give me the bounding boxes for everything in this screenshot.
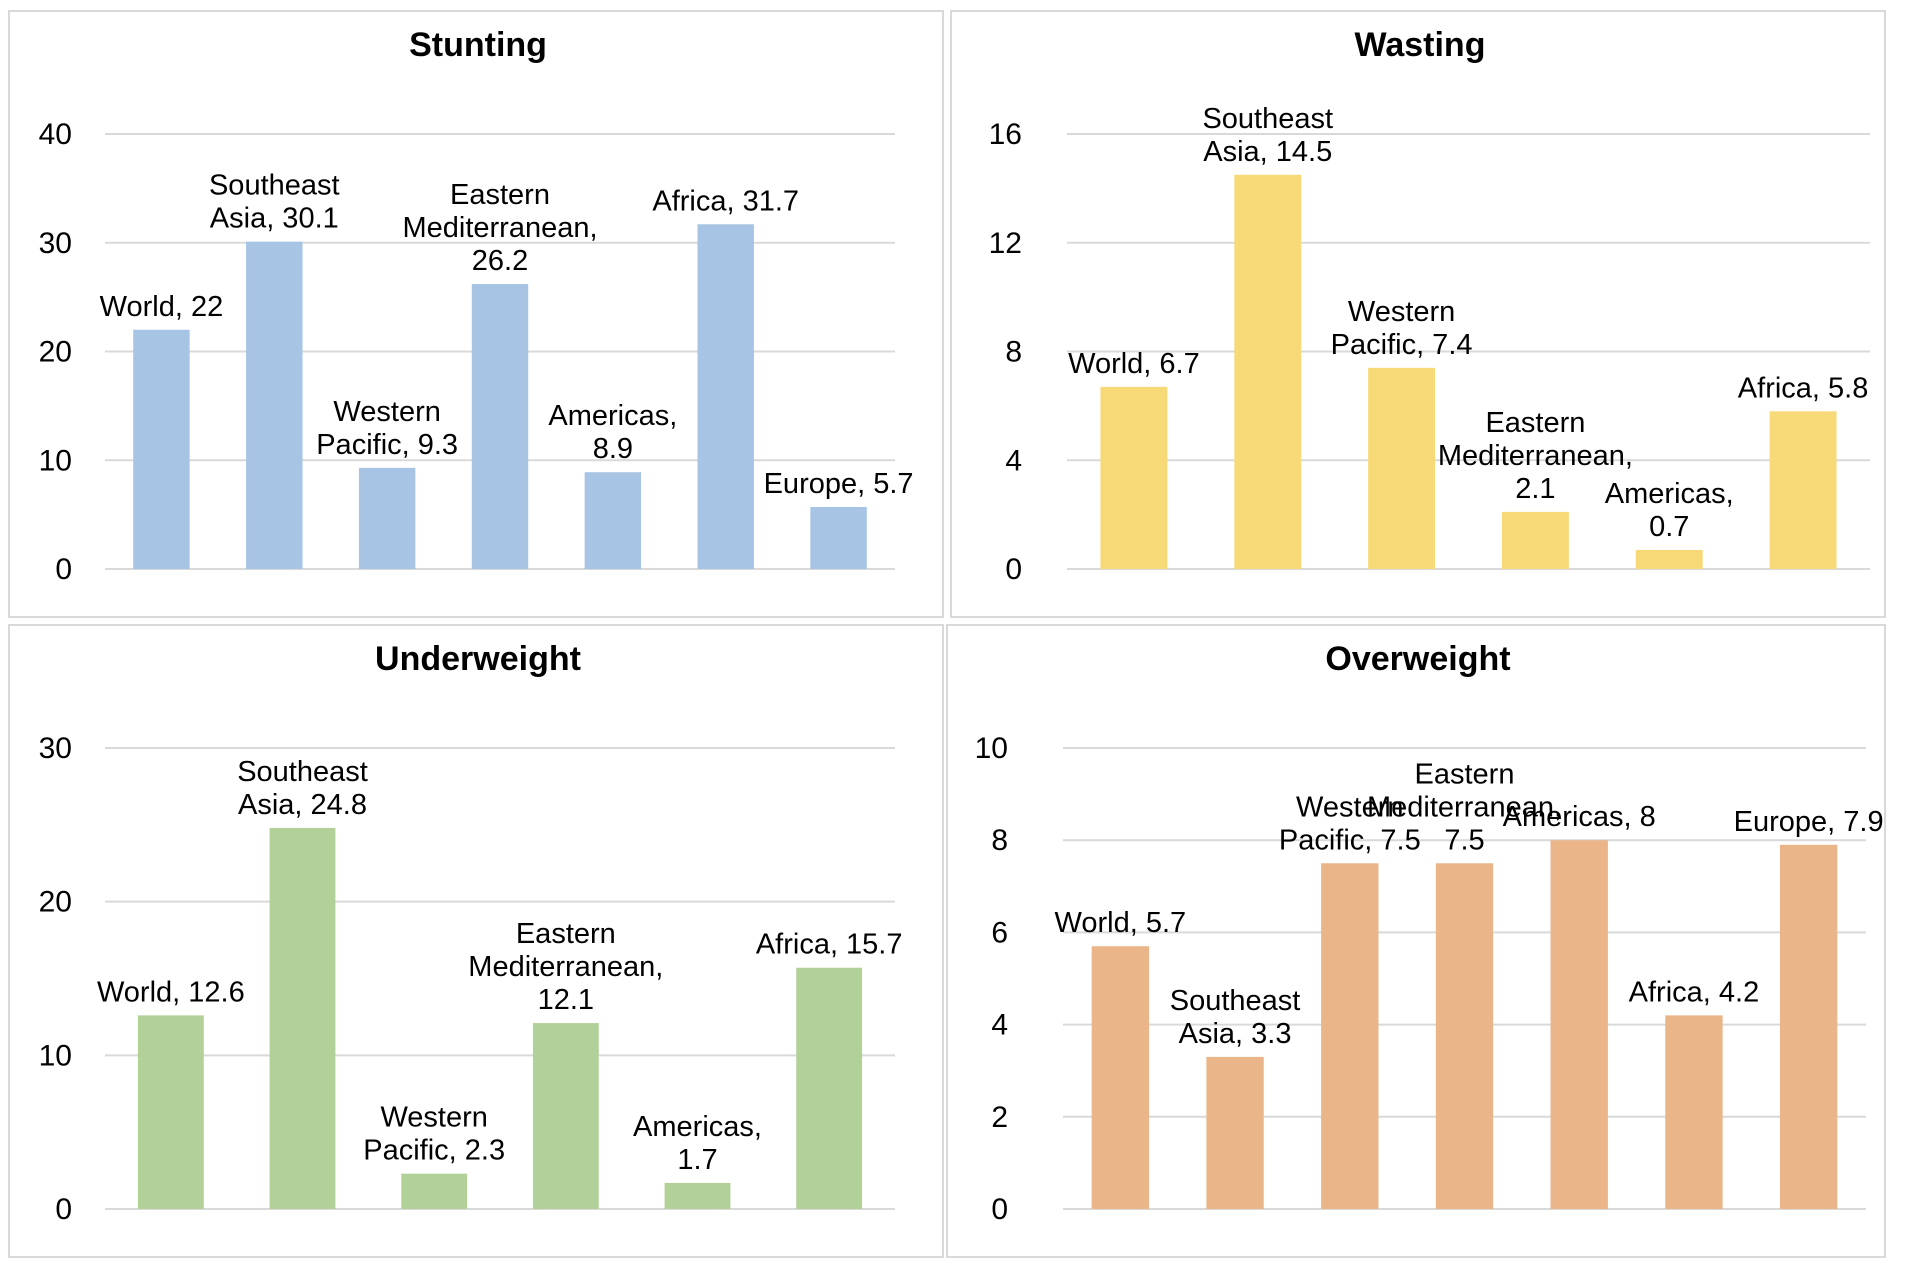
chart-title: Stunting bbox=[409, 26, 547, 64]
y-tick-label: 10 bbox=[975, 732, 1008, 765]
bar-africa bbox=[1769, 411, 1837, 569]
data-label: Americas, 8.9 bbox=[548, 400, 677, 465]
bar-western-pacific bbox=[1368, 367, 1436, 569]
y-tick-label: 8 bbox=[1005, 336, 1022, 369]
chart-panel-underweight: Underweight 0 10 20 30 World, 12.6 Southeast As… bbox=[8, 624, 944, 1258]
data-label: Western Pacific, 7.4 bbox=[1331, 296, 1473, 361]
y-tick-label: 40 bbox=[39, 118, 72, 151]
bar-americas bbox=[664, 1182, 731, 1209]
bar-southeast-asia bbox=[1234, 174, 1302, 569]
data-label: Europe, 5.7 bbox=[764, 468, 914, 500]
bar-world bbox=[133, 329, 190, 569]
data-label: Europe, 7.9 bbox=[1734, 806, 1884, 838]
bar-world bbox=[137, 1015, 204, 1209]
data-label: Southeast Asia, 3.3 bbox=[1170, 985, 1301, 1050]
bar-europe bbox=[810, 507, 867, 569]
y-tick-label: 4 bbox=[991, 1009, 1008, 1042]
bar-africa bbox=[796, 967, 863, 1209]
y-tick-label: 6 bbox=[991, 916, 1008, 949]
data-label: Africa, 5.8 bbox=[1738, 372, 1869, 404]
chart-underweight: Underweight 0 10 20 30 World, 12.6 Southeast As… bbox=[39, 640, 903, 1226]
bar-western-pacific bbox=[401, 1173, 468, 1209]
bar-eastern-mediterranean bbox=[1501, 511, 1569, 569]
y-tick-label: 2 bbox=[991, 1101, 1008, 1134]
data-label: Americas, 8 bbox=[1503, 801, 1656, 833]
y-tick-label: 0 bbox=[55, 553, 72, 586]
y-tick-label: 10 bbox=[39, 444, 72, 477]
data-label: World, 6.7 bbox=[1068, 348, 1200, 380]
data-label: World, 5.7 bbox=[1055, 907, 1187, 939]
bar-southeast-asia bbox=[1206, 1056, 1264, 1209]
bar-americas bbox=[1635, 549, 1703, 569]
data-label: Africa, 15.7 bbox=[756, 929, 903, 961]
bar-americas bbox=[584, 472, 642, 569]
data-label: Africa, 4.2 bbox=[1629, 976, 1760, 1008]
y-tick-label: 30 bbox=[39, 732, 72, 765]
y-tick-label: 0 bbox=[991, 1193, 1008, 1226]
bar-western-pacific bbox=[358, 467, 416, 569]
y-tick-label: 4 bbox=[1005, 444, 1022, 477]
y-tick-label: 0 bbox=[1005, 553, 1022, 586]
y-tick-label: 16 bbox=[989, 118, 1022, 151]
bar-southeast-asia bbox=[246, 241, 303, 569]
bar-world bbox=[1100, 386, 1168, 569]
chart-title: Underweight bbox=[375, 640, 581, 678]
bar-eastern-mediterranean bbox=[1435, 863, 1494, 1209]
chart-title: Overweight bbox=[1325, 640, 1510, 678]
data-label: Eastern Mediterranean, 26.2 bbox=[402, 179, 597, 277]
data-label: World, 12.6 bbox=[97, 976, 245, 1008]
data-label: Americas, 0.7 bbox=[1605, 478, 1734, 543]
data-label: Eastern Mediterranean, 2.1 bbox=[1438, 407, 1633, 505]
data-label: Southeast Asia, 14.5 bbox=[1202, 103, 1333, 168]
chart-overweight: Overweight 0 2 4 6 8 10 World, 5.7 Southeast Asia… bbox=[975, 640, 1884, 1226]
chart-title: Wasting bbox=[1355, 26, 1486, 64]
data-label: Southeast Asia, 24.8 bbox=[237, 756, 368, 821]
bar-europe bbox=[1779, 844, 1838, 1209]
chart-panel-overweight: Overweight 0 2 4 6 8 10 World, 5.7 Southeast Asia… bbox=[946, 624, 1886, 1258]
bar-western-pacific bbox=[1321, 863, 1379, 1209]
bar-americas bbox=[1550, 840, 1608, 1209]
bar-eastern-mediterranean bbox=[471, 284, 529, 569]
chart-panel-stunting: Stunting 0 10 20 30 40 World, 22 Southeast Asia,… bbox=[8, 10, 944, 618]
bar-world bbox=[1091, 946, 1150, 1209]
bar-eastern-mediterranean bbox=[532, 1023, 599, 1209]
y-tick-label: 0 bbox=[55, 1193, 72, 1226]
chart-panel-wasting: Wasting 0 4 8 12 16 World, 6.7 Southeast Asia, 1… bbox=[950, 10, 1886, 618]
data-label: Eastern Mediterranean, 12.1 bbox=[468, 918, 663, 1016]
data-label: Southeast Asia, 30.1 bbox=[209, 170, 340, 235]
bar-southeast-asia bbox=[269, 827, 336, 1209]
chart-wasting: Wasting 0 4 8 12 16 World, 6.7 Southeast Asia, 1… bbox=[989, 26, 1870, 586]
bar-africa bbox=[1665, 1015, 1723, 1209]
bar-africa bbox=[697, 224, 754, 569]
y-tick-label: 20 bbox=[39, 886, 72, 919]
y-tick-label: 30 bbox=[39, 227, 72, 260]
y-tick-label: 8 bbox=[991, 824, 1008, 857]
data-label: Americas, 1.7 bbox=[633, 1111, 762, 1176]
y-tick-label: 12 bbox=[989, 227, 1022, 260]
chart-stunting: Stunting 0 10 20 30 40 World, 22 Southeast Asia,… bbox=[39, 26, 914, 586]
data-label: Eastern Mediterranean, 7.5 bbox=[1367, 758, 1562, 856]
data-label: Western Pacific, 7.5 bbox=[1279, 791, 1421, 856]
y-tick-label: 10 bbox=[39, 1039, 72, 1072]
data-label: Western Pacific, 2.3 bbox=[363, 1102, 505, 1167]
data-label: Western Pacific, 9.3 bbox=[316, 396, 458, 461]
y-tick-label: 20 bbox=[39, 336, 72, 369]
data-label: World, 22 bbox=[100, 291, 224, 323]
data-label: Africa, 31.7 bbox=[652, 185, 799, 217]
